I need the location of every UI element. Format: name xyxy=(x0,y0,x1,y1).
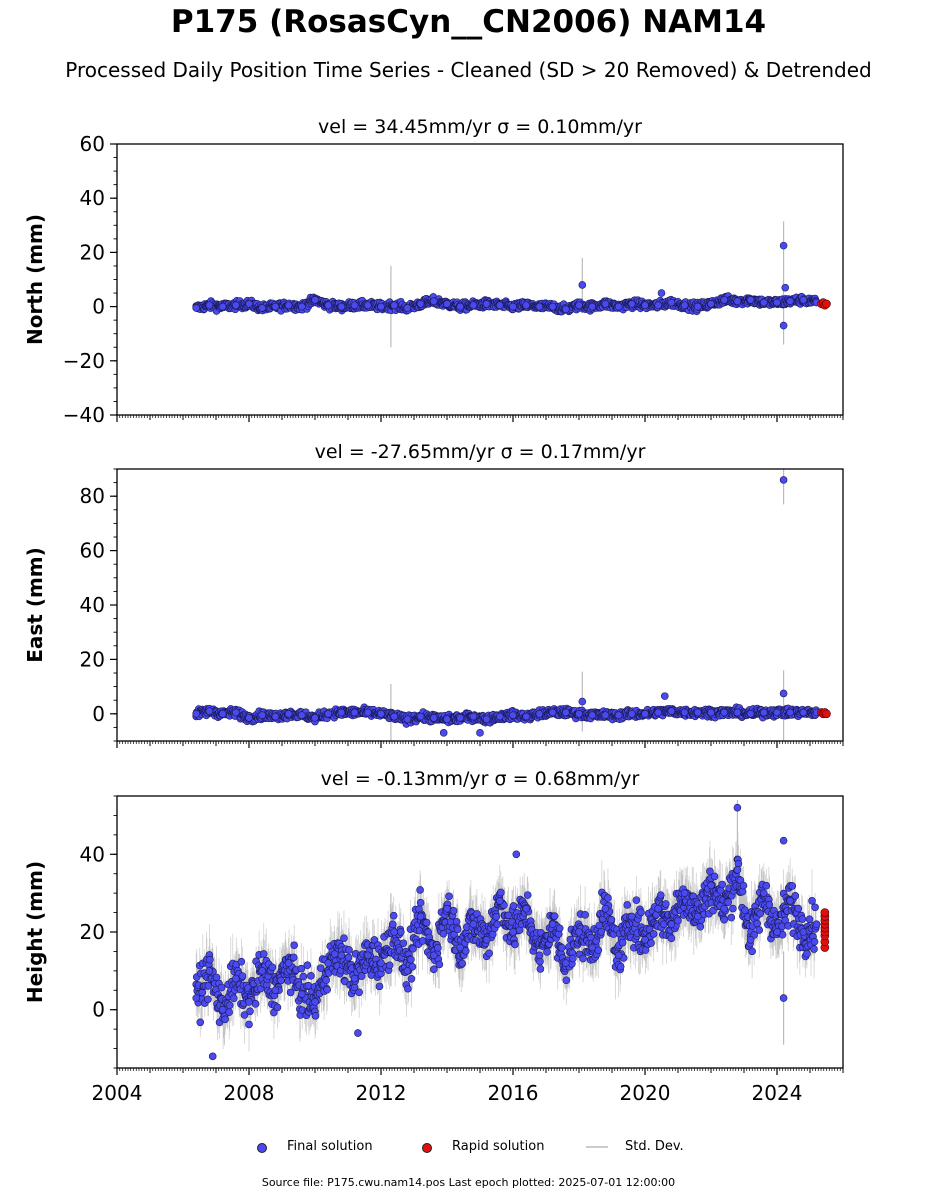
final-solution-point xyxy=(799,296,808,304)
final-solution-point xyxy=(192,304,200,312)
final-solution-point xyxy=(416,300,425,308)
final-solution-outlier xyxy=(578,281,587,289)
final-solution-point xyxy=(324,301,333,310)
final-solution-point xyxy=(548,302,557,311)
final-solution-point xyxy=(693,302,702,311)
final-solution-point xyxy=(667,298,676,307)
final-solution-point xyxy=(746,296,755,304)
final-solution-point xyxy=(707,300,715,308)
y-tick-label: 60 xyxy=(80,132,105,156)
final-solution-point xyxy=(469,301,478,310)
final-solution-point xyxy=(403,304,412,312)
final-solution-point xyxy=(482,300,491,308)
chart-canvas: −40 −20 0 20 40 60 vel = 34.45mm/yr σ = 0.10mm… xyxy=(23,116,844,1105)
panel-north: −40 −20 0 20 40 60 vel = 34.45mm/yr σ = 0.10mm… xyxy=(23,116,844,427)
y-tick-label: 20 xyxy=(80,240,105,264)
final-solution-point xyxy=(390,301,399,310)
final-solution-point xyxy=(509,302,517,311)
final-solution-point xyxy=(284,301,293,310)
panel-title: vel = 34.45mm/yr σ = 0.10mm/yr xyxy=(318,116,642,138)
final-solution-point xyxy=(205,301,214,310)
final-solution-point xyxy=(627,300,636,308)
final-solution-point xyxy=(363,301,372,310)
final-solution-point xyxy=(786,297,795,305)
final-solution-point xyxy=(429,297,438,305)
plot-area-east xyxy=(192,469,831,741)
axes-frame xyxy=(116,143,844,416)
final-solution-point xyxy=(654,301,663,310)
final-solution-point xyxy=(614,302,623,311)
final-solution-point xyxy=(561,305,570,314)
final-solution-point xyxy=(311,296,319,304)
final-solution-outlier xyxy=(781,283,790,292)
y-axis-label: North (mm) xyxy=(23,214,47,345)
final-solution-point xyxy=(495,301,504,310)
final-solution-outlier xyxy=(779,241,788,250)
final-solution-outlier xyxy=(779,321,788,330)
figure-subtitle: Processed Daily Position Time Series - C… xyxy=(65,58,872,82)
figure-title: P175 (RosasCyn__CN2006) NAM14 xyxy=(170,4,767,40)
rapid-solution-point xyxy=(822,299,831,309)
final-solution-point xyxy=(535,302,544,311)
final-solution-point xyxy=(522,301,531,310)
final-solution-point xyxy=(759,298,768,307)
final-solution-point xyxy=(588,302,597,311)
y-tick-label: −40 xyxy=(63,403,105,427)
final-solution-point xyxy=(443,300,451,308)
final-solution-outlier xyxy=(657,289,666,297)
final-solution-point xyxy=(232,301,240,310)
final-solution-point xyxy=(337,302,346,311)
final-solution-point xyxy=(601,300,610,308)
final-solution-point xyxy=(641,301,649,310)
final-solution-point xyxy=(680,301,689,310)
y-tick-label: 0 xyxy=(92,295,105,319)
final-solution-point xyxy=(575,301,583,310)
final-solution-point xyxy=(245,300,253,308)
final-solution-point xyxy=(297,302,306,311)
final-solution-point xyxy=(720,296,729,304)
final-solution-point xyxy=(377,302,385,311)
final-solution-point xyxy=(218,302,227,311)
final-solution-point xyxy=(271,302,280,311)
final-solution-point xyxy=(773,298,781,307)
final-solution-point xyxy=(350,301,359,310)
y-tick-label: 40 xyxy=(80,186,105,210)
plot-area-north xyxy=(192,221,831,348)
final-solution-point xyxy=(733,297,742,305)
final-solution-point xyxy=(258,304,267,312)
final-solution-point xyxy=(456,302,465,311)
y-tick-label: −20 xyxy=(63,349,105,373)
